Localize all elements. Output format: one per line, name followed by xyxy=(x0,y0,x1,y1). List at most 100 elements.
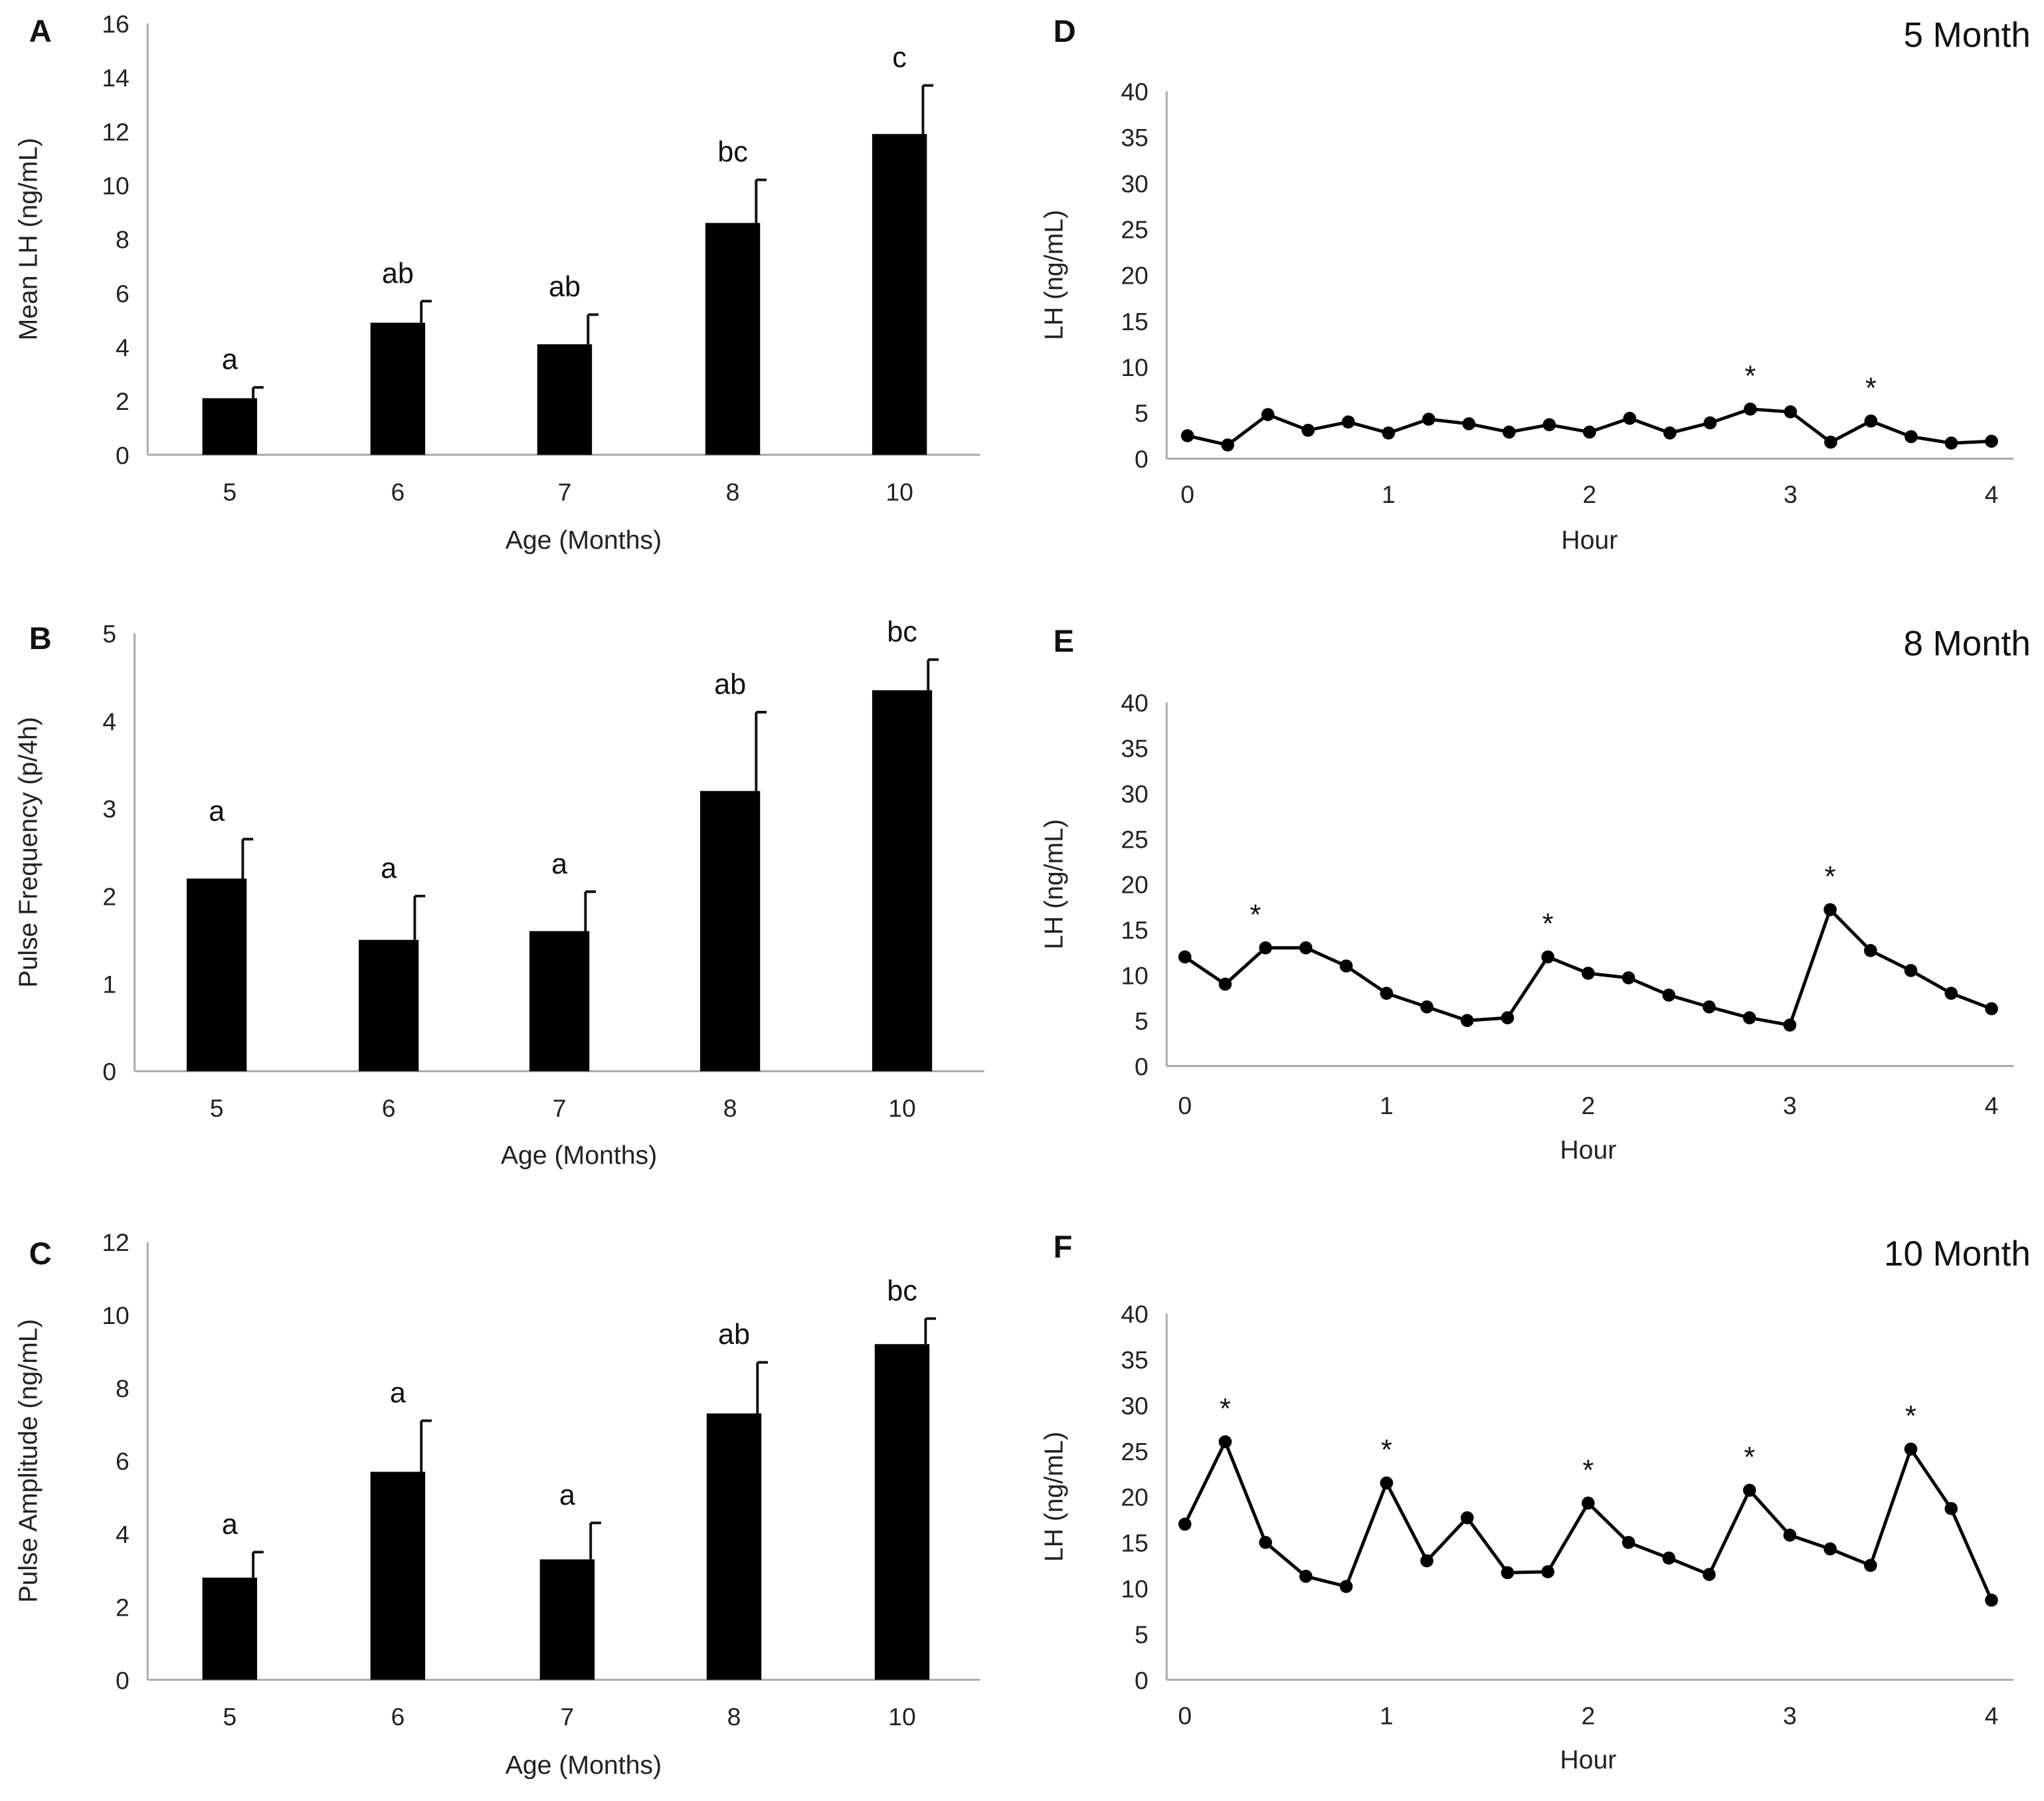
y-tick-label: 35 xyxy=(1121,1346,1148,1374)
data-point xyxy=(1904,1442,1918,1456)
bar xyxy=(872,690,933,1072)
data-point xyxy=(1905,430,1918,444)
data-point xyxy=(1501,1566,1515,1580)
significance-label: ab xyxy=(718,1319,750,1351)
data-point xyxy=(1380,1476,1394,1490)
x-tick-label: 4 xyxy=(1985,1701,1999,1729)
data-point xyxy=(1420,1000,1434,1014)
panel-letter: D xyxy=(1054,13,1076,48)
pulse-marker: * xyxy=(1582,1454,1594,1486)
panel-letter: C xyxy=(29,1236,52,1271)
y-tick-label: 20 xyxy=(1121,871,1148,899)
data-point xyxy=(1541,950,1554,964)
significance-label: a xyxy=(381,852,397,884)
data-point xyxy=(1218,1435,1232,1449)
y-tick-label: 8 xyxy=(116,226,130,254)
chart-title: 5 Month xyxy=(1903,16,2030,55)
x-tick-label: 10 xyxy=(888,1703,915,1731)
data-point xyxy=(1662,989,1676,1002)
significance-label: ab xyxy=(549,271,581,303)
bar xyxy=(370,322,426,455)
data-point xyxy=(1221,438,1234,452)
data-point xyxy=(1985,1593,1998,1607)
y-tick-label: 25 xyxy=(1121,1438,1148,1466)
data-point xyxy=(1985,434,1998,448)
bar xyxy=(539,1559,595,1680)
y-tick-label: 5 xyxy=(1135,1007,1149,1035)
data-point xyxy=(1663,426,1677,440)
bar xyxy=(872,134,927,455)
data-point xyxy=(1744,403,1757,416)
data-point xyxy=(1501,1011,1515,1024)
panel-letter: E xyxy=(1054,623,1074,658)
data-point xyxy=(1985,1002,1998,1016)
data-point xyxy=(1380,987,1394,1000)
x-tick-label: 6 xyxy=(391,478,405,506)
data-point xyxy=(1339,1580,1353,1593)
data-point xyxy=(1299,941,1313,955)
y-tick-label: 0 xyxy=(116,1666,130,1694)
x-tick-label: 8 xyxy=(723,1094,737,1122)
x-tick-label: 8 xyxy=(726,478,740,506)
bar xyxy=(705,223,761,455)
data-point xyxy=(1703,416,1717,430)
y-tick-label: 15 xyxy=(1121,916,1148,944)
bar xyxy=(202,1577,258,1680)
y-tick-label: 10 xyxy=(102,1301,129,1329)
x-axis-label: Age (Months) xyxy=(506,525,662,555)
y-tick-label: 4 xyxy=(102,708,116,735)
significance-label: a xyxy=(222,1509,238,1541)
bar xyxy=(699,791,761,1072)
data-point xyxy=(1742,1011,1756,1024)
y-tick-label: 5 xyxy=(102,620,116,648)
x-tick-label: 7 xyxy=(558,478,572,506)
significance-label: a xyxy=(559,1479,575,1511)
y-axis-label: Pulse Amplitude (ng/mL) xyxy=(13,1319,43,1602)
x-tick-label: 2 xyxy=(1581,1701,1595,1729)
data-point xyxy=(1502,425,1516,439)
y-tick-label: 6 xyxy=(116,280,130,308)
y-tick-label: 0 xyxy=(116,441,130,469)
data-point xyxy=(1622,1536,1635,1549)
x-tick-label: 6 xyxy=(391,1703,405,1731)
data-point xyxy=(1178,950,1192,964)
x-axis-label: Hour xyxy=(1561,525,1618,555)
data-point xyxy=(1462,417,1476,430)
data-point xyxy=(1864,414,1878,428)
data-point xyxy=(1783,1018,1797,1032)
data-point xyxy=(1259,941,1272,955)
x-tick-label: 1 xyxy=(1380,1091,1394,1119)
data-point xyxy=(1299,1570,1313,1583)
y-tick-label: 30 xyxy=(1121,780,1148,808)
y-tick-label: 0 xyxy=(1135,445,1149,473)
x-tick-label: 10 xyxy=(888,1094,915,1122)
data-point xyxy=(1582,425,1596,439)
chart-title: 10 Month xyxy=(1884,1234,2031,1274)
data-point xyxy=(1420,1554,1434,1568)
data-point xyxy=(1904,964,1918,977)
pulse-marker: * xyxy=(1865,372,1877,404)
x-axis-label: Age (Months) xyxy=(501,1141,657,1170)
x-tick-label: 5 xyxy=(223,478,236,506)
y-tick-label: 20 xyxy=(1121,262,1148,290)
x-axis-label: Hour xyxy=(1560,1135,1616,1165)
bar xyxy=(370,1471,426,1680)
x-axis-label: Age (Months) xyxy=(506,1751,662,1780)
data-point xyxy=(1742,1483,1756,1497)
y-tick-label: 4 xyxy=(116,1521,130,1549)
bar xyxy=(529,931,590,1072)
x-tick-label: 3 xyxy=(1783,1701,1797,1729)
y-axis-label: LH (ng/mL) xyxy=(1039,1432,1068,1562)
data-point xyxy=(1460,1014,1474,1028)
significance-label: bc xyxy=(717,136,748,168)
y-tick-label: 5 xyxy=(1135,399,1149,427)
data-point xyxy=(1218,977,1232,991)
y-tick-label: 14 xyxy=(102,64,129,92)
y-tick-label: 0 xyxy=(1135,1666,1149,1694)
y-axis-label: Pulse Frequency (p/4h) xyxy=(13,717,43,988)
y-tick-label: 2 xyxy=(116,387,130,415)
data-point xyxy=(1582,967,1595,980)
y-tick-label: 35 xyxy=(1121,124,1148,151)
x-tick-label: 0 xyxy=(1178,1701,1192,1729)
